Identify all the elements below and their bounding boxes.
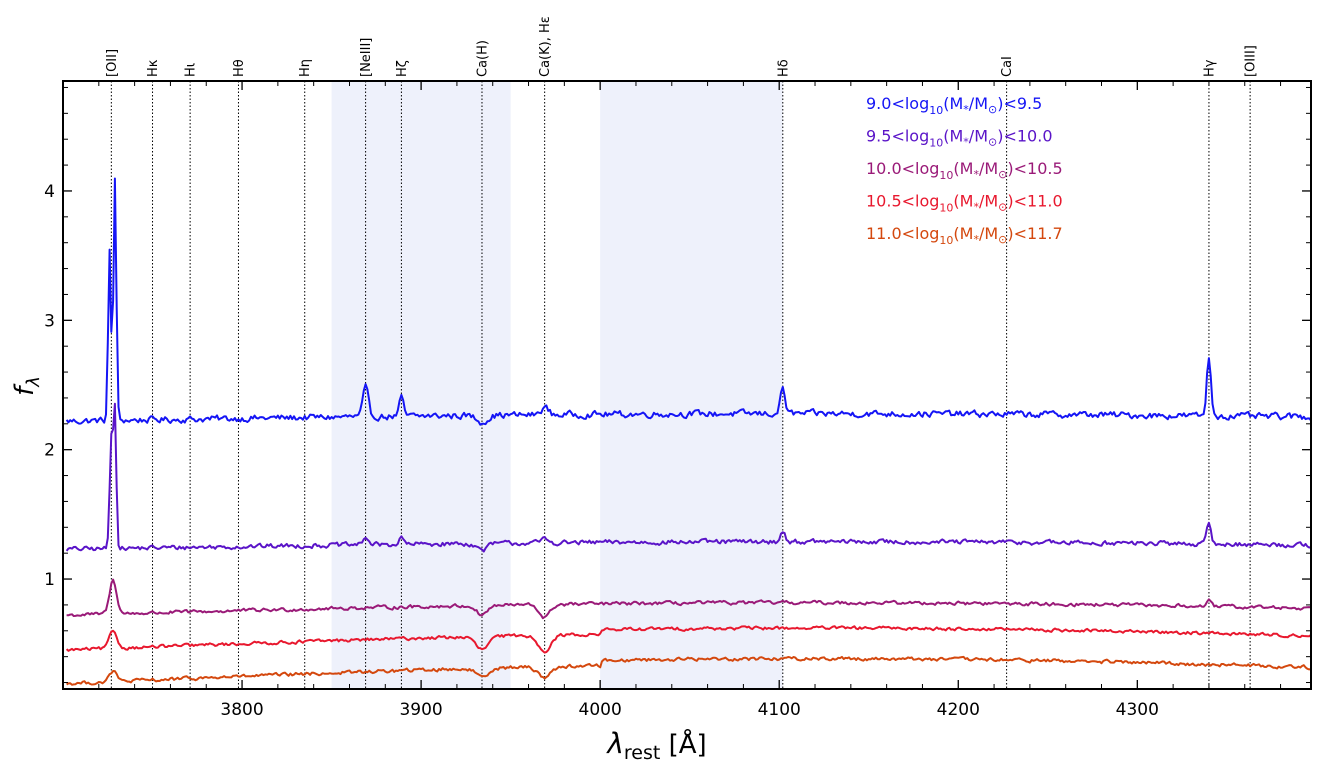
legend-entry-2: 10.0<log10(M*/M⊙)<10.5 xyxy=(866,159,1063,182)
legend-entry-subscript: * xyxy=(973,233,979,246)
legend-entry-text: 10.0<log xyxy=(866,159,939,178)
legend-entry-subscript: * xyxy=(973,168,979,181)
y-tick-label-0: 1 xyxy=(44,570,55,590)
legend-entry-text: (M xyxy=(953,224,973,243)
legend-entry-text: (M xyxy=(943,127,963,146)
legend-entry-subscript: 10 xyxy=(929,104,943,117)
shaded-region-1 xyxy=(600,81,783,689)
y-tick-label-2: 3 xyxy=(44,311,55,331)
legend-entry-text: /M xyxy=(979,192,998,211)
legend-entry-text: 10.5<log xyxy=(866,192,939,211)
legend-entry-subscript: ⊙ xyxy=(998,201,1007,214)
x-axis-label-unit: [Å] xyxy=(660,728,706,760)
legend-entry-text: /M xyxy=(979,224,998,243)
spectral-line-label-2: Hι xyxy=(184,63,199,77)
y-tick-label-1: 2 xyxy=(44,441,55,461)
legend-entry-subscript: * xyxy=(963,136,969,149)
x-tick-label-4: 4200 xyxy=(937,700,980,720)
legend-entry-subscript: 10 xyxy=(939,202,953,215)
spectral-line-label-9: Hδ xyxy=(776,59,791,77)
spectrum-series xyxy=(65,177,1311,686)
legend-entry-0: 9.0<log10(M*/M⊙)<9.5 xyxy=(866,94,1042,117)
y-axis-label-subscript: λ xyxy=(23,376,44,388)
x-tick-label-5: 4300 xyxy=(1116,700,1159,720)
x-axis-label-symbol: λ xyxy=(605,727,624,760)
spectral-line-label-4: Hη xyxy=(298,59,313,77)
legend-entry-text: (M xyxy=(953,159,973,178)
y-tick-label-3: 4 xyxy=(44,182,55,202)
legend-entry-subscript: 10 xyxy=(929,137,943,150)
legend-entry-text: )<11.7 xyxy=(1007,224,1062,243)
spectrum-line-1 xyxy=(65,402,1311,553)
spectral-line-label-12: [OIII] xyxy=(1244,45,1259,77)
legend-entry-text: )<10.0 xyxy=(997,127,1052,146)
spectral-line-label-10: CaI xyxy=(1000,56,1015,77)
legend-entry-4: 11.0<log10(M*/M⊙)<11.7 xyxy=(866,224,1063,247)
spectral-line-label-11: Hγ xyxy=(1202,59,1217,77)
legend-entry-text: /M xyxy=(969,127,988,146)
legend-entry-text: /M xyxy=(979,159,998,178)
x-axis-label-subscript: rest xyxy=(624,742,660,762)
legend-entry-1: 9.5<log10(M*/M⊙)<10.0 xyxy=(866,127,1053,150)
y-axis-label: fλ xyxy=(10,376,44,396)
legend-entry-subscript: * xyxy=(973,201,979,214)
legend-entry-subscript: ⊙ xyxy=(998,168,1007,181)
legend-entry-text: (M xyxy=(953,192,973,211)
legend-entry-subscript: ⊙ xyxy=(998,233,1007,246)
x-tick-label-0: 3800 xyxy=(220,700,263,720)
legend-entry-subscript: 10 xyxy=(939,234,953,247)
legend-entry-3: 10.5<log10(M*/M⊙)<11.0 xyxy=(866,192,1063,215)
spectral-line-labels: [OII] Hκ Hι Hθ Hη [NeIII] Hζ Ca(H) Ca(K), Hε Hδ Ca… xyxy=(105,16,1259,77)
legend-entry-text: )<9.5 xyxy=(997,94,1042,113)
legend-entry-subscript: ⊙ xyxy=(988,136,997,149)
legend: 9.0<log10(M*/M⊙)<9.59.5<log10(M*/M⊙)<10.… xyxy=(866,94,1063,247)
x-axis-label: λrest [Å] xyxy=(605,727,706,762)
legend-entry-text: 9.5<log xyxy=(866,127,929,146)
x-tick-label-2: 4000 xyxy=(579,700,622,720)
spectrum-line-2 xyxy=(66,578,1311,620)
legend-entry-text: /M xyxy=(969,94,988,113)
legend-entry-text: (M xyxy=(943,94,963,113)
spectral-line-label-7: Ca(H) xyxy=(475,40,490,77)
spectral-line-label-0: [OII] xyxy=(105,49,120,77)
spectrum-line-3 xyxy=(65,625,1311,654)
legend-entry-text: )<11.0 xyxy=(1007,192,1062,211)
legend-entry-subscript: 10 xyxy=(939,169,953,182)
x-tick-label-3: 4100 xyxy=(758,700,801,720)
axes-frame xyxy=(62,80,1312,690)
spectrum-line-0 xyxy=(65,177,1311,426)
plot-frame xyxy=(62,80,1312,690)
legend-entry-subscript: ⊙ xyxy=(988,103,997,116)
spectral-line-label-6: Hζ xyxy=(395,60,410,77)
spectral-line-label-3: Hθ xyxy=(232,59,247,77)
axis-ticks: 3800 3900 4000 4100 4200 4300 1 2 3 4 xyxy=(44,81,1311,720)
spectrum-line-4 xyxy=(66,655,1311,686)
legend-entry-text: 9.0<log xyxy=(866,94,929,113)
x-tick-label-1: 3900 xyxy=(399,700,442,720)
shaded-region-0 xyxy=(331,81,511,689)
shaded-regions xyxy=(331,81,783,689)
legend-entry-text: 11.0<log xyxy=(866,224,939,243)
spectral-line-label-8: Ca(K), Hε xyxy=(538,16,553,77)
legend-entry-subscript: * xyxy=(963,103,969,116)
spectral-line-label-5: [NeIII] xyxy=(359,38,374,77)
legend-entry-text: )<10.5 xyxy=(1007,159,1062,178)
spectral-line-label-1: Hκ xyxy=(146,59,161,77)
